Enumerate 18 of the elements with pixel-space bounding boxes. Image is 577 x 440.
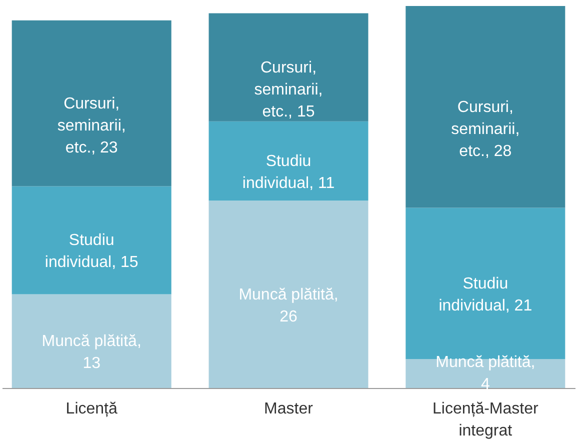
x-tick-label: Licență-Master integrat	[432, 400, 539, 440]
bar	[208, 13, 368, 122]
bar	[208, 200, 368, 388]
bar	[406, 6, 566, 208]
data-label: Muncă plătită, 13	[42, 333, 142, 372]
bar	[12, 186, 172, 294]
x-tick-label: Licență	[66, 400, 118, 418]
data-label: Muncă plătită, 26	[238, 286, 338, 326]
data-label: Cursuri, seminarii, etc., 23	[57, 95, 126, 156]
x-tick-label: Master	[264, 400, 314, 418]
bar	[12, 20, 172, 186]
data-label: Cursuri, seminarii, etc., 28	[451, 98, 520, 160]
data-label: Studiu individual, 11	[242, 152, 335, 192]
bar	[208, 121, 368, 201]
bar	[12, 294, 172, 388]
data-label: Studiu individual, 15	[44, 232, 138, 272]
data-label: Cursuri, seminarii, etc., 15	[254, 59, 323, 120]
data-label: Studiu individual, 21	[438, 275, 532, 314]
